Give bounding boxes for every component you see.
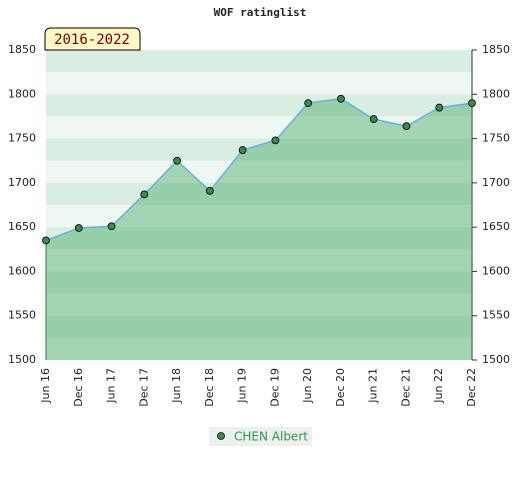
plot-area: 1500 1500 1550 1550 1600 1600 1650 1650 1700 1700… [8,43,510,407]
annotation-box [44,27,141,51]
background-stripe [46,227,472,250]
background-stripe [46,50,472,73]
point [369,115,378,123]
background-stripe [46,249,472,272]
point [402,122,411,131]
background-stripe [46,160,472,184]
y2-tick-label: 1800 [482,87,510,100]
y2-tick-label: 1650 [482,220,510,233]
y2-tick-label: 1850 [482,43,510,56]
y-tick-label: 1850 [8,43,36,56]
point [74,224,83,232]
x-tick-label: Jun 20 [301,368,314,404]
point [173,156,181,165]
legend-label: CHEN Albert [234,430,308,444]
x-tick-label: Dec 21 [399,368,412,407]
y2-tick-label: 1750 [482,132,510,145]
point [238,146,247,154]
point [205,186,214,195]
annotation: 2016-2022 [54,32,130,48]
point [468,99,476,108]
background-stripe [46,271,472,295]
y2-tick-label: 1500 [482,353,510,366]
legend [209,427,312,446]
x-tick-label: Jun 17 [105,368,118,404]
background-stripe [46,72,472,95]
x-tick-label: Dec 18 [203,368,216,407]
y-tick-label: 1600 [8,264,36,277]
background-stripe [46,293,472,317]
x-tick-label: Jun 18 [170,368,183,404]
line [45,97,473,242]
y-tick-label: 1750 [8,132,36,145]
background-stripe [46,205,472,228]
y-tick-label: 1800 [8,87,36,100]
background-stripe [46,315,472,339]
background-stripe [46,138,472,162]
y-tick-label: 1650 [8,220,36,233]
point [271,136,280,145]
x-tick-label: Dec 22 [465,368,478,407]
x-tick-label: Jun 21 [367,368,380,404]
area [46,98,472,360]
background-stripe [46,116,472,140]
x-tick-label: Jun 22 [432,368,445,404]
background-stripe [46,182,472,206]
y-tick-label: 1550 [8,309,36,322]
y2-tick-label: 1700 [482,176,510,189]
chart-title: WOF ratinglist [214,6,307,19]
point [304,99,313,108]
point [42,236,50,245]
background-stripe [46,94,472,117]
background-stripe [46,337,472,361]
point [337,94,345,103]
x-tick-label: Dec 19 [268,368,281,407]
x-tick-label: Jun 16 [39,368,52,404]
x-tick-label: Dec 20 [334,368,347,407]
x-tick-label: Dec 17 [137,368,150,407]
y2-tick-label: 1550 [482,309,510,322]
y2-tick-label: 1600 [482,264,510,277]
x-tick-label: Dec 16 [72,368,85,407]
x-tick-label: Jun 19 [236,368,249,404]
point [435,103,444,112]
y-tick-label: 1500 [8,353,36,366]
point [107,222,116,231]
point [140,190,149,199]
y-tick-label: 1700 [8,176,36,189]
legend-marker [217,432,225,440]
